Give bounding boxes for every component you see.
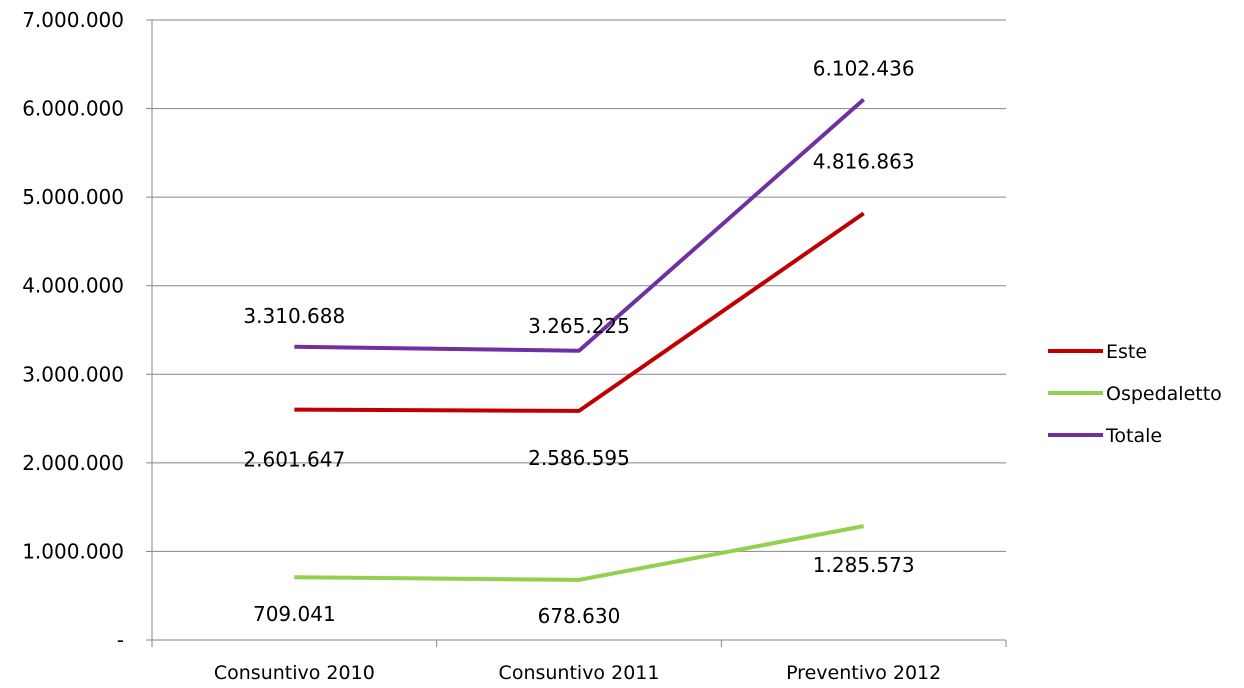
series-line-ospedaletto bbox=[294, 524, 865, 582]
data-label: 2.586.595 bbox=[528, 446, 630, 470]
data-label: 6.102.436 bbox=[813, 56, 915, 80]
series-lines bbox=[294, 97, 865, 582]
series-line-totale bbox=[294, 97, 865, 353]
y-tick-label: 4.000.000 bbox=[22, 274, 124, 298]
series-line-este bbox=[294, 211, 865, 413]
x-axis-ticks: Consuntivo 2010 Consuntivo 2011 Preventivo… bbox=[151, 640, 1007, 684]
y-tick-label: 5.000.000 bbox=[22, 185, 124, 209]
y-tick-label: 6.000.000 bbox=[22, 97, 124, 121]
data-label: 2.601.647 bbox=[243, 448, 345, 472]
y-tick-label: 1.000.000 bbox=[22, 539, 124, 563]
y-axis-ticks: - 1.000.000 2.000.000 3.000.000 4.000.000 5.0… bbox=[22, 8, 152, 652]
x-tick-label: Consuntivo 2011 bbox=[499, 662, 660, 684]
x-tick-label: Preventivo 2012 bbox=[786, 662, 941, 684]
data-label: 1.285.573 bbox=[813, 553, 915, 577]
data-label: 678.630 bbox=[538, 604, 621, 628]
legend-label: Ospedaletto bbox=[1106, 383, 1222, 405]
legend-label: Totale bbox=[1105, 425, 1162, 447]
data-label: 709.041 bbox=[253, 602, 336, 626]
y-tick-label: 3.000.000 bbox=[22, 362, 124, 386]
data-labels: 2.601.647 2.586.595 4.816.863 709.041 678.63… bbox=[243, 56, 914, 627]
data-label: 4.816.863 bbox=[813, 149, 915, 173]
y-tick-label: 7.000.000 bbox=[22, 8, 124, 32]
legend: Este Ospedaletto Totale bbox=[1048, 341, 1222, 447]
data-label: 3.265.225 bbox=[528, 314, 630, 338]
axes bbox=[151, 20, 1006, 641]
x-tick-label: Consuntivo 2010 bbox=[214, 662, 375, 684]
y-tick-label: - bbox=[117, 628, 124, 652]
data-label: 3.310.688 bbox=[243, 304, 345, 328]
legend-label: Este bbox=[1106, 341, 1147, 363]
y-tick-label: 2.000.000 bbox=[22, 451, 124, 475]
gridlines bbox=[152, 19, 1006, 552]
